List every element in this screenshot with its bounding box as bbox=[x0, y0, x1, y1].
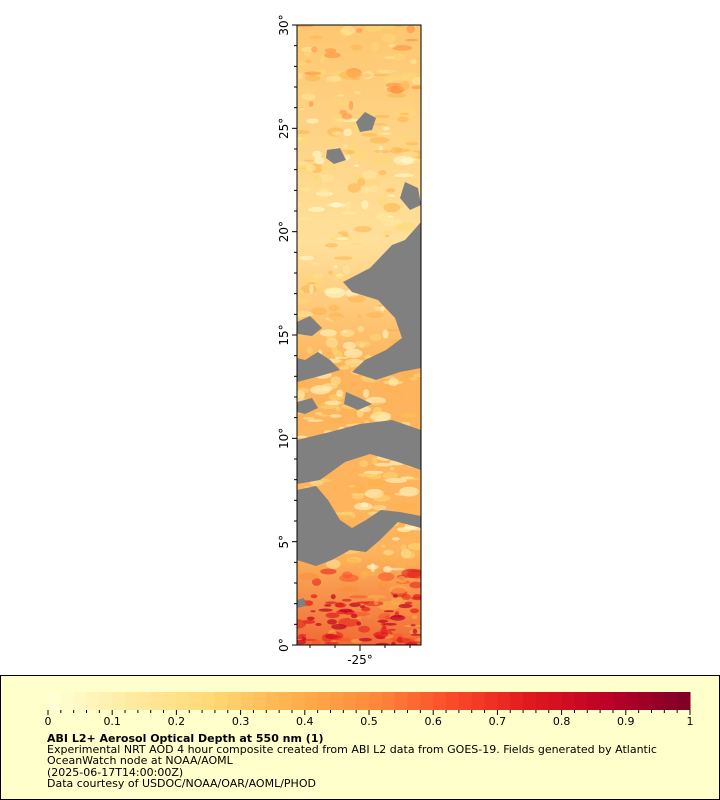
colorbar-step bbox=[279, 692, 293, 710]
colorbar-step bbox=[523, 692, 537, 710]
colorbar-step bbox=[394, 692, 409, 710]
colorbar-tick-label: 0.1 bbox=[103, 715, 121, 728]
no-data-region bbox=[297, 420, 421, 484]
longitude-axis: -25° bbox=[309, 645, 411, 667]
colorbar-step bbox=[330, 692, 344, 710]
colorbar-step bbox=[73, 692, 88, 710]
colorbar-step bbox=[497, 692, 511, 710]
colorbar-step bbox=[86, 692, 100, 710]
colorbar-tick-label: 0 bbox=[45, 715, 52, 728]
colorbar-step bbox=[369, 692, 383, 710]
colorbar-step bbox=[227, 692, 242, 710]
latitude-tick-label: 5° bbox=[277, 535, 291, 549]
colorbar-step bbox=[343, 692, 357, 710]
colorbar-step bbox=[112, 692, 126, 710]
no-data-region bbox=[343, 222, 421, 380]
colorbar-step bbox=[484, 692, 498, 710]
colorbar-step bbox=[176, 692, 190, 710]
colorbar-tick-label: 0.2 bbox=[168, 715, 186, 728]
colorbar-step bbox=[548, 692, 563, 710]
latitude-tick-label: 10° bbox=[277, 428, 291, 449]
colorbar-step bbox=[407, 692, 421, 710]
colorbar-step bbox=[561, 692, 575, 710]
latitude-tick-label: 0° bbox=[277, 638, 291, 652]
colorbar-step bbox=[137, 692, 152, 710]
legend-panel: 0 0.1 0.2 0.3 0.4 0.5 0.6 0.7 0.8 0.9 1 bbox=[0, 675, 720, 800]
colorbar-step bbox=[638, 692, 652, 710]
colorbar-step bbox=[381, 692, 396, 710]
map-panel: 0° 5° 10° 15° 20° 25° 30° -25° bbox=[277, 14, 422, 667]
colorbar-step bbox=[48, 692, 62, 710]
colorbar-step bbox=[446, 692, 460, 710]
no-data-areas bbox=[297, 112, 421, 608]
legend-title: ABI L2+ Aerosol Optical Depth at 550 nm … bbox=[47, 732, 324, 745]
colorbar-step bbox=[291, 692, 306, 710]
colorbar-step bbox=[677, 692, 691, 710]
colorbar-step bbox=[163, 692, 177, 710]
legend-credit: Data courtesy of USDOC/NOAA/OAR/AOML/PHO… bbox=[47, 777, 316, 790]
colorbar-tick-label: 0.4 bbox=[296, 715, 314, 728]
legend-description: Experimental NRT AOD 4 hour composite cr… bbox=[47, 743, 657, 767]
colorbar-tick-label: 0.7 bbox=[489, 715, 507, 728]
latitude-tick-label: 20° bbox=[277, 221, 291, 242]
colorbar-tick-label: 0.6 bbox=[424, 715, 442, 728]
colorbar-step bbox=[664, 692, 678, 710]
no-data-region bbox=[297, 398, 318, 414]
longitude-tick-label: -25° bbox=[347, 653, 373, 667]
colorbar-step bbox=[471, 692, 486, 710]
colorbar-tick-label: 1 bbox=[687, 715, 694, 728]
latitude-tick-label: 25° bbox=[277, 118, 291, 139]
colorbar-step bbox=[535, 692, 550, 710]
colorbar-tick-label: 0.3 bbox=[232, 715, 250, 728]
no-data-region bbox=[297, 598, 306, 608]
colorbar-step bbox=[420, 692, 434, 710]
colorbar-step bbox=[625, 692, 640, 710]
colorbar-tick-label: 0.9 bbox=[617, 715, 635, 728]
latitude-tick-label: 30° bbox=[277, 14, 291, 35]
colorbar-step bbox=[189, 692, 203, 710]
no-data-region bbox=[297, 486, 421, 566]
colorbar-step bbox=[125, 692, 139, 710]
colorbar-step bbox=[240, 692, 254, 710]
colorbar-step bbox=[433, 692, 447, 710]
aod-data-field bbox=[297, 25, 421, 645]
colorbar-step bbox=[587, 692, 601, 710]
colorbar-tick-label: 0.5 bbox=[360, 715, 378, 728]
colorbar-step bbox=[60, 692, 75, 710]
colorbar-step bbox=[600, 692, 614, 710]
colorbar-step bbox=[99, 692, 113, 710]
colorbar-tick-label: 0.8 bbox=[553, 715, 571, 728]
legend-timestamp: (2025-06-17T14:00:00Z) bbox=[47, 766, 184, 779]
no-data-region bbox=[297, 316, 322, 336]
no-data-region bbox=[297, 352, 340, 382]
colorbar-step bbox=[317, 692, 331, 710]
colorbar-step bbox=[202, 692, 216, 710]
colorbar-step bbox=[266, 692, 280, 710]
colorbar: 0 0.1 0.2 0.3 0.4 0.5 0.6 0.7 0.8 0.9 1 bbox=[45, 692, 694, 728]
colorbar-step bbox=[356, 692, 370, 710]
no-data-region bbox=[356, 112, 376, 132]
colorbar-step bbox=[458, 692, 473, 710]
no-data-region bbox=[344, 392, 372, 410]
latitude-axis: 0° 5° 10° 15° 20° 25° 30° bbox=[277, 14, 297, 652]
no-data-region bbox=[400, 182, 421, 210]
colorbar-step bbox=[612, 692, 627, 710]
colorbar-step bbox=[253, 692, 267, 710]
colorbar-step bbox=[574, 692, 588, 710]
colorbar-step bbox=[150, 692, 165, 710]
colorbar-step bbox=[214, 692, 229, 710]
colorbar-step bbox=[510, 692, 524, 710]
no-data-region bbox=[326, 148, 346, 164]
colorbar-step bbox=[304, 692, 319, 710]
colorbar-step bbox=[651, 692, 665, 710]
latitude-tick-label: 15° bbox=[277, 324, 291, 345]
